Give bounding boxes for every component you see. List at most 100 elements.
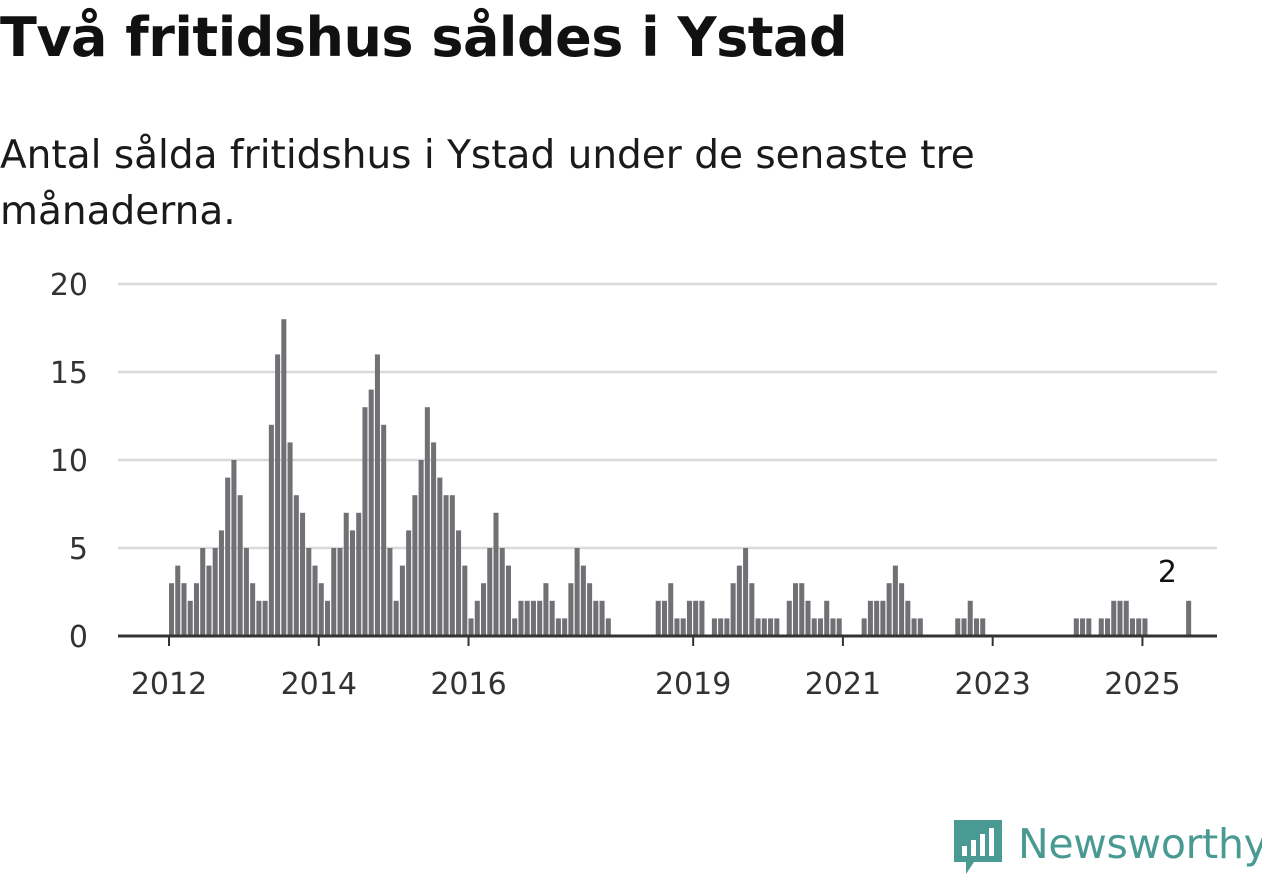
bar: [306, 548, 312, 636]
bar: [381, 424, 387, 636]
tick-labels: 0 5 10 15 20 2 2012 2014 2016 2019 2021 2023 2025: [50, 268, 1181, 702]
bar: [786, 600, 792, 636]
bar: [225, 477, 231, 636]
bar: [437, 477, 443, 636]
y-tick-label: 15: [50, 356, 88, 391]
bars: [169, 319, 1192, 636]
bar: [718, 618, 724, 636]
bar: [462, 565, 468, 636]
bar: [693, 600, 699, 636]
bar: [980, 618, 986, 636]
bar: [899, 583, 905, 636]
bar: [537, 600, 543, 636]
bar: [549, 600, 555, 636]
bar: [218, 530, 224, 636]
bar: [356, 512, 362, 636]
bar: [1142, 618, 1148, 636]
bar: [699, 600, 705, 636]
newsworthy-logo: Newsworthy: [950, 816, 1262, 876]
bar: [1123, 600, 1129, 636]
bar: [181, 583, 187, 636]
bar: [337, 548, 343, 636]
bar: [867, 600, 873, 636]
bar: [530, 600, 536, 636]
bar: [418, 460, 424, 636]
bar: [905, 600, 911, 636]
y-tick-label: 20: [50, 268, 88, 303]
bar: [499, 548, 505, 636]
bar: [175, 565, 181, 636]
bar: [393, 600, 399, 636]
bar: [761, 618, 767, 636]
bar: [318, 583, 324, 636]
bar: [325, 600, 331, 636]
bar: [1111, 600, 1117, 636]
bar: [406, 530, 412, 636]
bar: [824, 600, 830, 636]
bar: [231, 460, 237, 636]
bar: [512, 618, 518, 636]
bar: [593, 600, 599, 636]
bar: [1086, 618, 1092, 636]
bar: [468, 618, 474, 636]
x-tick-label: 2016: [430, 667, 506, 702]
bar: [568, 583, 574, 636]
bar: [412, 495, 418, 636]
bar: [256, 600, 262, 636]
bar: [1129, 618, 1135, 636]
bar: [973, 618, 979, 636]
bar: [169, 583, 175, 636]
bar: [817, 618, 823, 636]
bar: [680, 618, 686, 636]
y-tick-label: 5: [69, 532, 88, 567]
bar: [955, 618, 961, 636]
bar: [1098, 618, 1104, 636]
bar: [481, 583, 487, 636]
bar: [275, 354, 281, 636]
bar: [431, 442, 437, 636]
chart-title: Två fritidshus såldes i Ystad: [0, 6, 848, 69]
bar: [206, 565, 212, 636]
bar: [349, 530, 355, 636]
bar: [362, 407, 368, 636]
bar: [1080, 618, 1086, 636]
bar: [599, 600, 605, 636]
bar: [562, 618, 568, 636]
bar: [674, 618, 680, 636]
chart-subtitle: Antal sålda fritidshus i Ystad under de …: [0, 133, 975, 234]
bar: [1073, 618, 1079, 636]
bar: [961, 618, 967, 636]
bar: [343, 512, 349, 636]
bar: [1117, 600, 1123, 636]
bar: [967, 600, 973, 636]
bar: [524, 600, 530, 636]
bar: [911, 618, 917, 636]
bar: [661, 600, 667, 636]
bar: [830, 618, 836, 636]
bar: [574, 548, 580, 636]
bar: [443, 495, 449, 636]
bar: [518, 600, 524, 636]
y-tick-label: 10: [50, 444, 88, 479]
bar: [456, 530, 462, 636]
x-tick-label: 2019: [655, 667, 731, 702]
x-tick-label: 2012: [131, 667, 207, 702]
highlight-value-label: 2: [1158, 555, 1177, 590]
bar: [374, 354, 380, 636]
bar: [580, 565, 586, 636]
bar: [250, 583, 256, 636]
newsworthy-chart-icon: [954, 820, 1002, 874]
bar: [811, 618, 817, 636]
bar: [543, 583, 549, 636]
bar: [874, 600, 880, 636]
bar: [711, 618, 717, 636]
bar: [892, 565, 898, 636]
bar: [212, 548, 218, 636]
bar: [768, 618, 774, 636]
bar: [805, 600, 811, 636]
bar: [730, 583, 736, 636]
bar: [424, 407, 430, 636]
bar: [293, 495, 299, 636]
bar: [281, 319, 287, 636]
